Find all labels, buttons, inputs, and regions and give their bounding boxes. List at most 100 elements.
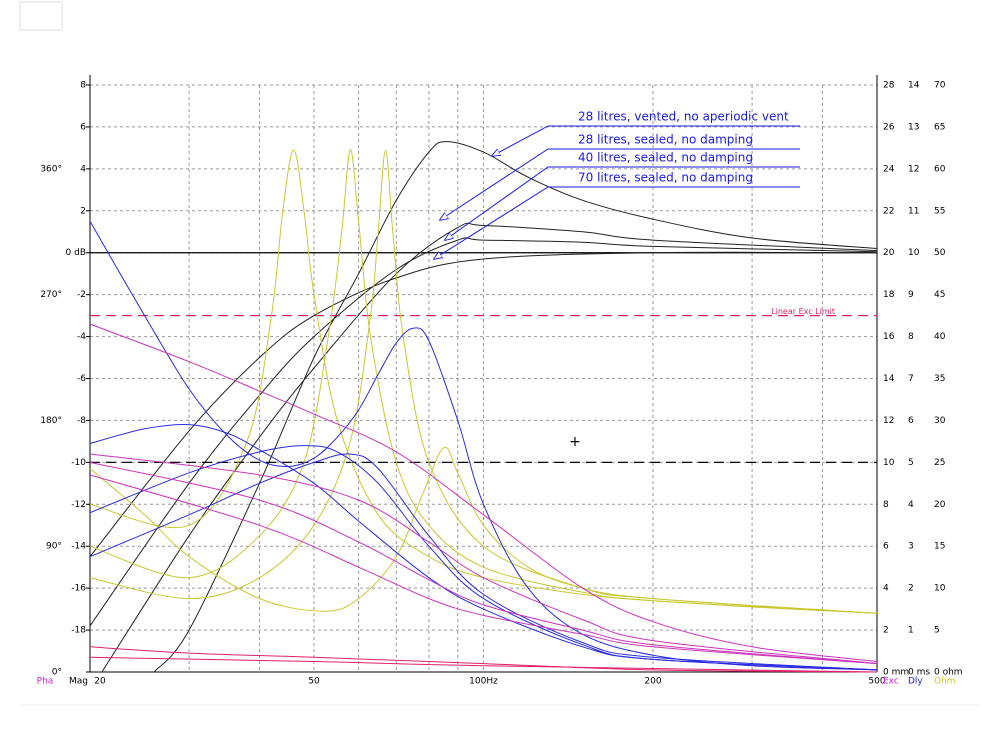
y-tick-label: 8 <box>80 81 86 91</box>
y-tick-label: -2 <box>77 290 86 300</box>
phase-tick-label: 270° <box>40 290 62 300</box>
phase-tick-label: 0° <box>52 668 62 678</box>
right-tick-label: 28 <box>883 81 895 91</box>
phase-tick-label: 360° <box>40 164 62 174</box>
series-line <box>89 646 878 673</box>
series-line <box>89 474 878 665</box>
y-tick-label: -10 <box>71 458 86 468</box>
right-tick-label: 7 <box>908 374 914 384</box>
cursor: + <box>569 434 581 450</box>
phase-axis-label: Pha <box>37 677 54 687</box>
right-tick-label: 13 <box>908 122 919 132</box>
right-tick-label: 5 <box>908 458 914 468</box>
right-tick-label: 10 <box>934 584 946 594</box>
right-tick-label: 25 <box>934 458 945 468</box>
right-tick-label: 2 <box>883 626 889 636</box>
right-tick-label: 3 <box>908 542 914 552</box>
callout-arrow <box>440 148 800 220</box>
right-tick-label: 0 mm <box>883 668 909 678</box>
right-tick-label: 55 <box>934 206 945 216</box>
right-tick-label: 2 <box>908 584 914 594</box>
right-tick-label: 8 <box>908 332 914 342</box>
x-tick-label: 100Hz <box>469 677 498 687</box>
right-tick-label: 6 <box>883 542 889 552</box>
right-tick-label: 9 <box>908 290 914 300</box>
series-line <box>101 222 878 673</box>
x-tick-label: 500 <box>868 677 885 687</box>
series-line <box>89 323 878 662</box>
annotation: 28 litres, sealed, no damping <box>578 133 753 147</box>
right-tick-label: 0 ohm <box>934 668 963 678</box>
series-line <box>89 237 878 627</box>
right-tick-label: 6 <box>908 416 914 426</box>
right-tick-label: 14 <box>908 81 920 91</box>
callout-arrow <box>492 125 800 156</box>
series-line <box>89 453 878 665</box>
y-tick-label: 2 <box>80 206 86 216</box>
right-tick-label: 12 <box>908 164 919 174</box>
right-tick-label: 18 <box>883 290 895 300</box>
series-line <box>89 656 878 673</box>
right-tick-label: 10 <box>908 248 920 258</box>
y-tick-label: -6 <box>77 374 86 384</box>
callout-arrow <box>434 186 800 259</box>
right-tick-label: 0 ms <box>908 668 930 678</box>
right-axis-label: Ohm <box>934 677 956 687</box>
right-tick-label: 35 <box>934 374 945 384</box>
right-tick-label: 10 <box>883 458 895 468</box>
right-tick-label: 30 <box>934 416 946 426</box>
phase-tick-label: 90° <box>46 542 62 552</box>
x-tick-label: 50 <box>308 677 320 687</box>
annotation: 70 litres, sealed, no damping <box>578 171 753 185</box>
y-tick-label: -16 <box>71 584 86 594</box>
right-tick-label: 70 <box>934 81 946 91</box>
y-tick-label: 4 <box>80 164 86 174</box>
y-tick-label: -4 <box>77 332 86 342</box>
series-line <box>89 446 878 614</box>
right-tick-label: 15 <box>934 542 945 552</box>
right-tick-label: 50 <box>934 248 946 258</box>
right-tick-label: 12 <box>883 416 894 426</box>
right-axis-label: Exc <box>883 677 899 687</box>
y-tick-label: -18 <box>71 626 86 636</box>
right-tick-label: 20 <box>883 248 895 258</box>
y-axis-label: Mag <box>69 677 88 687</box>
series-line <box>89 221 878 671</box>
right-tick-label: 40 <box>934 332 946 342</box>
y-tick-label: -8 <box>77 416 86 426</box>
right-tick-label: 5 <box>934 626 940 636</box>
series-line <box>89 453 878 671</box>
annotation: 40 litres, sealed, no damping <box>578 151 753 165</box>
right-tick-label: 14 <box>883 374 895 384</box>
series-line <box>89 445 878 671</box>
right-tick-label: 24 <box>883 164 895 174</box>
right-tick-label: 26 <box>883 122 895 132</box>
x-tick-label: 200 <box>644 677 661 687</box>
reference-label: Linear Exc Limit <box>771 307 835 316</box>
right-tick-label: 60 <box>934 164 946 174</box>
right-axis-label: Dly <box>908 677 923 687</box>
x-tick-label: 20 <box>94 677 106 687</box>
annotation: 28 litres, vented, no aperiodic vent <box>578 110 789 124</box>
right-tick-label: 65 <box>934 122 945 132</box>
y-tick-label: -12 <box>71 500 86 510</box>
right-tick-label: 22 <box>883 206 894 216</box>
right-tick-label: 20 <box>934 500 946 510</box>
right-tick-label: 1 <box>908 626 914 636</box>
series-line <box>89 251 878 558</box>
window-icon <box>19 1 63 31</box>
callout-arrow <box>445 166 800 240</box>
right-tick-label: 8 <box>883 500 889 510</box>
y-tick-label: -14 <box>71 542 86 552</box>
right-tick-label: 4 <box>908 500 914 510</box>
right-tick-label: 11 <box>908 206 919 216</box>
phase-tick-label: 180° <box>40 416 62 426</box>
series-line <box>89 149 878 614</box>
right-tick-label: 45 <box>934 290 945 300</box>
right-tick-label: 16 <box>883 332 895 342</box>
series-line <box>89 461 878 665</box>
y-tick-label: 6 <box>80 122 86 132</box>
right-tick-label: 4 <box>883 584 889 594</box>
y-tick-label: 0 dB <box>66 248 86 258</box>
